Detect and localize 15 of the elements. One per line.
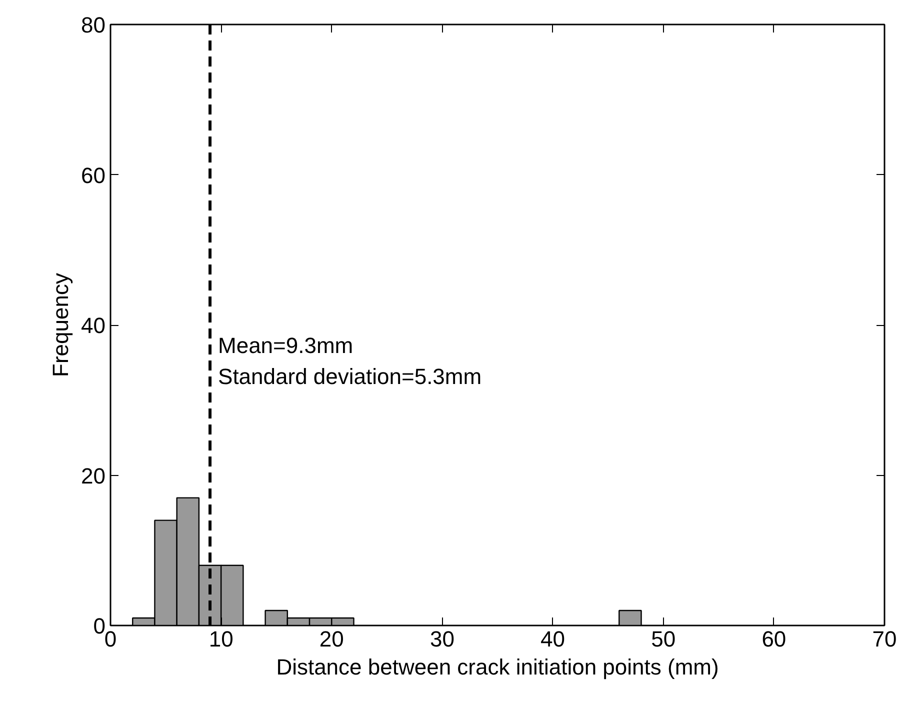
- x-tick-label: 20: [319, 626, 344, 652]
- x-axis-title: Distance between crack initiation points (mm): [276, 654, 719, 680]
- y-tick-label: 40: [81, 313, 106, 338]
- annotation: Mean=9.3mm: [218, 333, 354, 358]
- x-tick-label: 30: [430, 626, 454, 652]
- x-tick-label: 40: [540, 626, 566, 652]
- x-tick-label: 50: [651, 626, 676, 652]
- y-tick-label: 60: [81, 162, 106, 188]
- y-tick-label: 20: [81, 463, 106, 488]
- y-axis-title: Frequency: [48, 273, 74, 377]
- x-tick-label: 70: [872, 626, 897, 652]
- annotation: Standard deviation=5.3mm: [218, 364, 482, 389]
- y-tick-label: 80: [81, 12, 106, 38]
- x-tick-label: 10: [208, 626, 234, 652]
- x-tick-label: 60: [762, 626, 786, 652]
